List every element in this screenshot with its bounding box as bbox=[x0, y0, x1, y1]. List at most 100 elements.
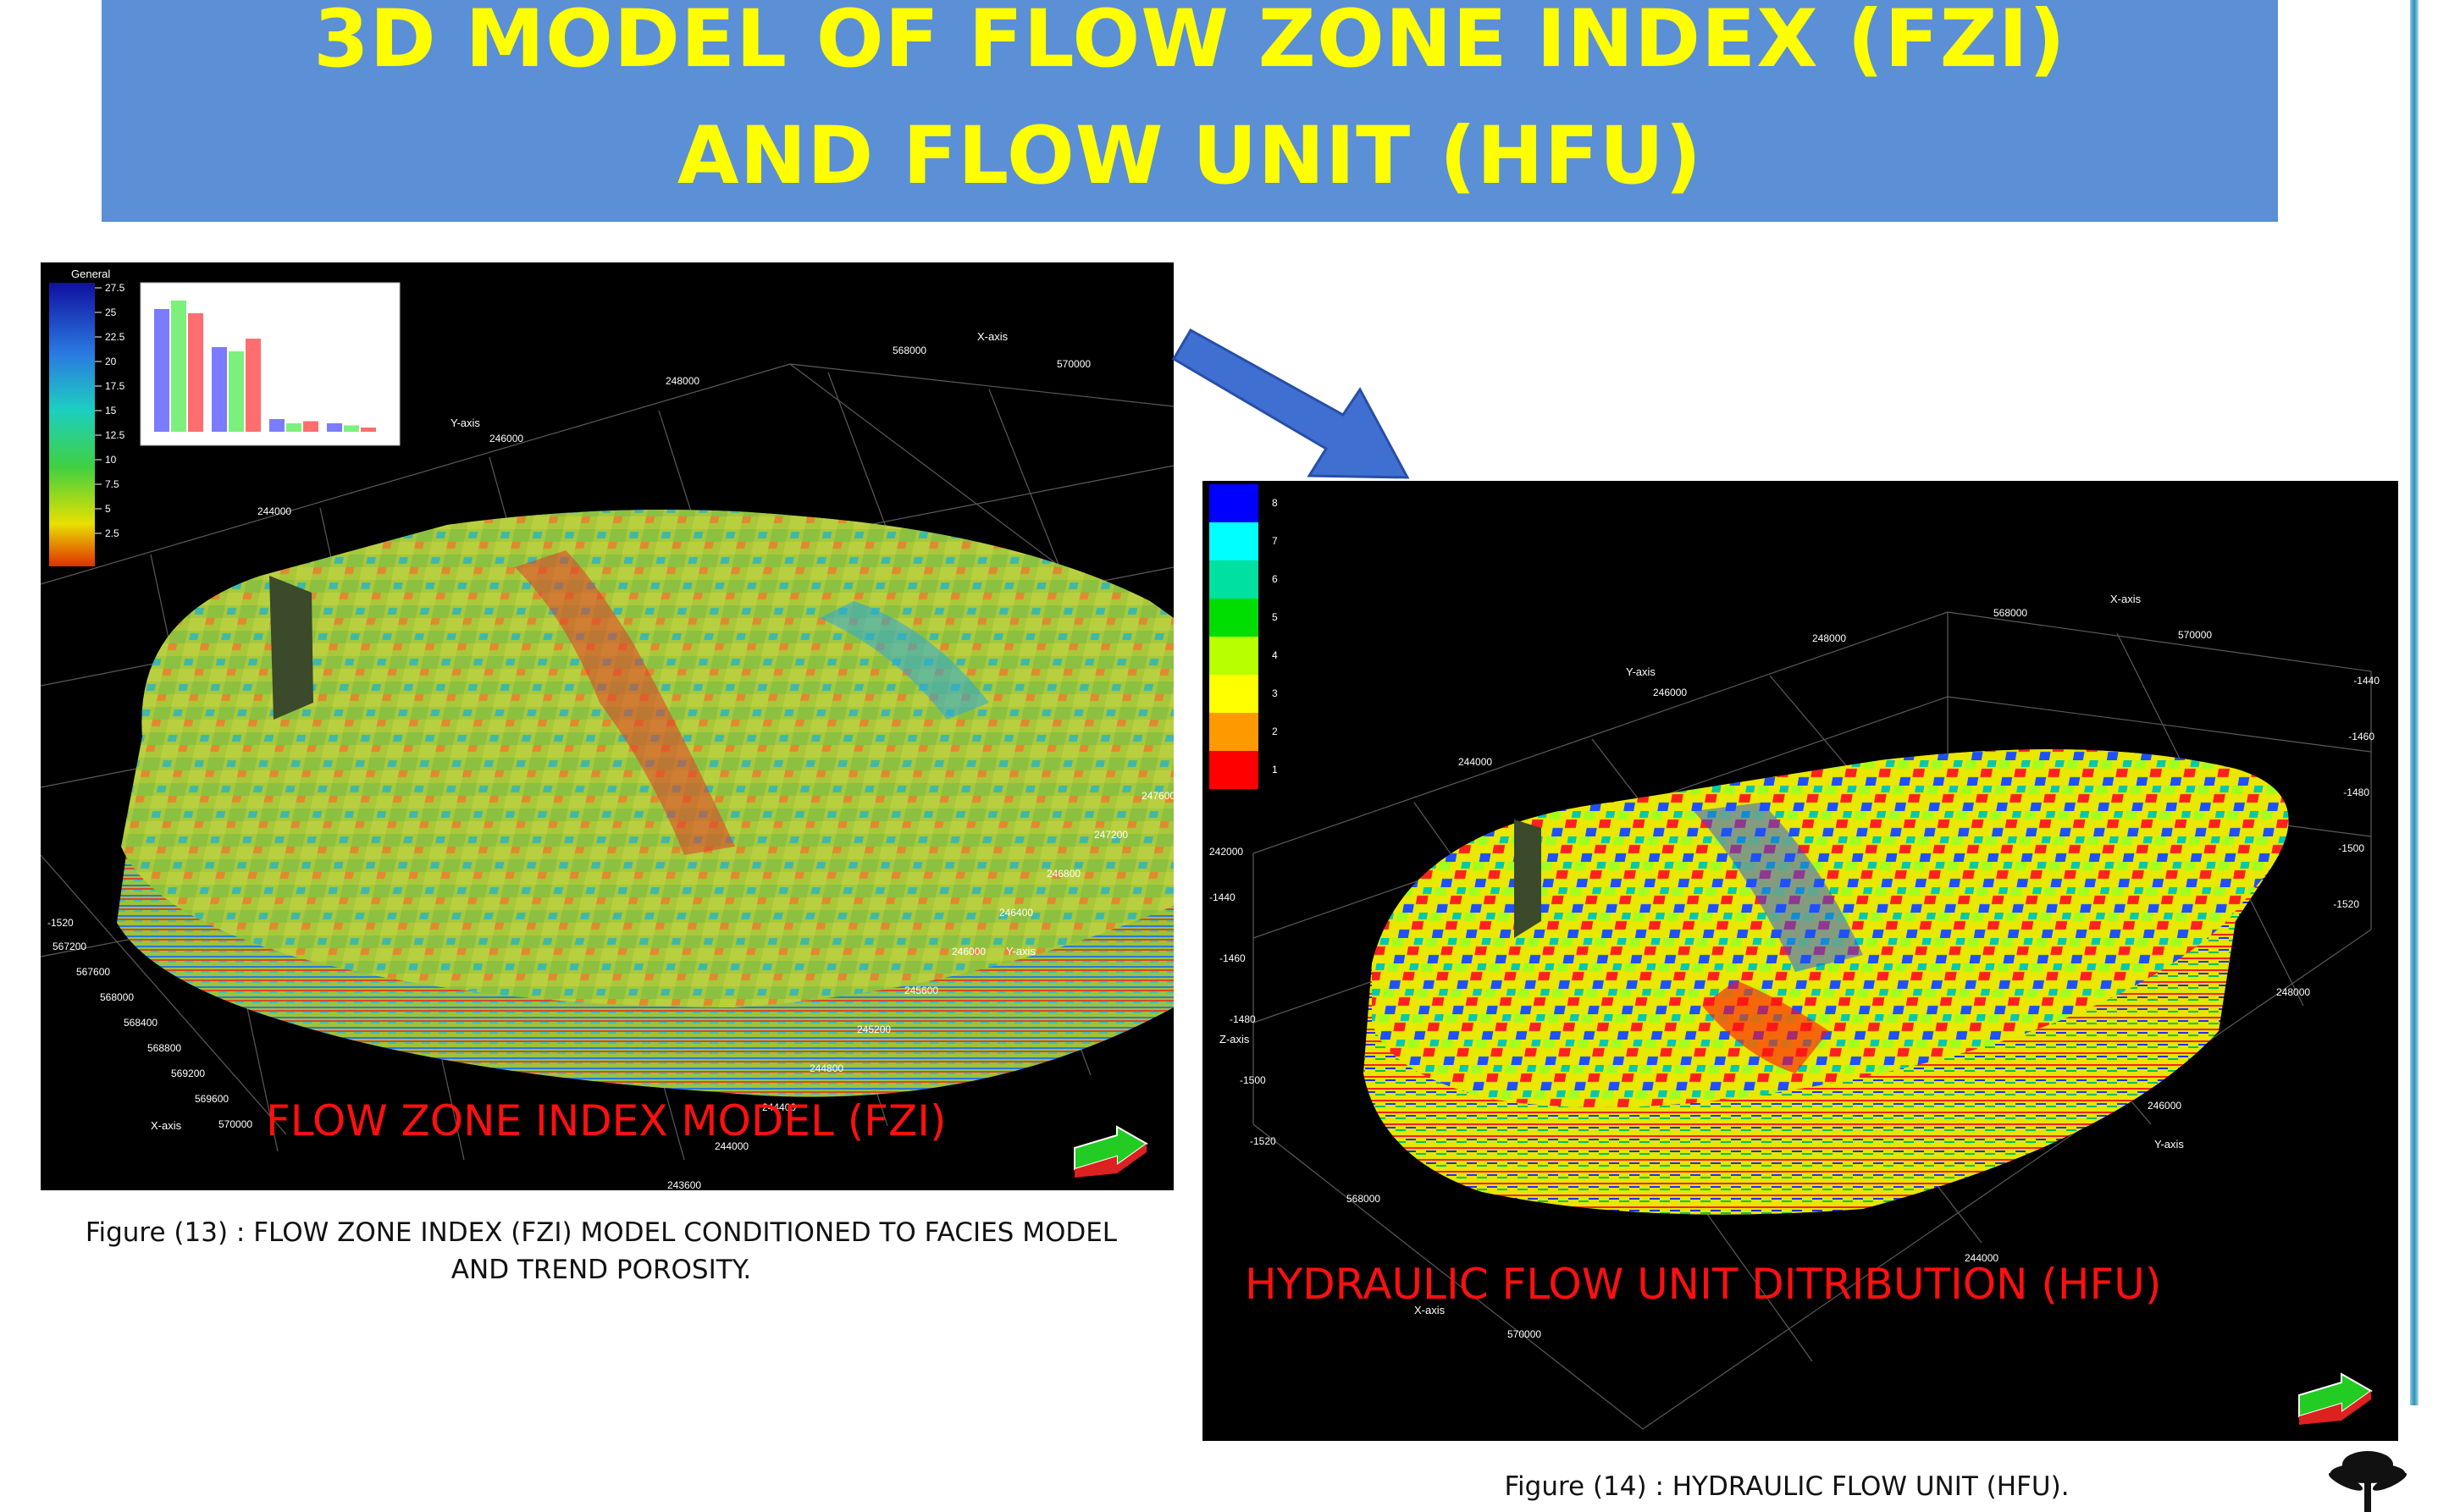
hfu-legend-tick-label: 8 bbox=[1272, 497, 1278, 509]
palm-tree-logo bbox=[2328, 1451, 2407, 1512]
hfu-top-x-tick: 568000 bbox=[1993, 607, 2027, 619]
fzi-y-axis-label: Y-axis bbox=[1006, 945, 1036, 957]
fzi-y-tick: 246800 bbox=[1047, 868, 1081, 880]
figure-13-caption-line-1: Figure (13) : FLOW ZONE INDEX (FZI) MODE… bbox=[85, 1217, 1118, 1248]
fzi-y-tick: 245600 bbox=[904, 985, 938, 996]
fzi-x-tick: 568000 bbox=[100, 991, 134, 1003]
fzi-legend-tick-label: 22.5 bbox=[105, 331, 125, 343]
hfu-left-y-tick: 242000 bbox=[1209, 846, 1243, 858]
hfu-legend-swatch bbox=[1209, 637, 1258, 675]
hfu-legend-swatch bbox=[1209, 675, 1258, 713]
fzi-y-tick: 244400 bbox=[762, 1101, 796, 1113]
hfu-z-tick-right: -1500 bbox=[2338, 842, 2364, 854]
hfu-overlay-label: HYDRAULIC FLOW UNIT DITRIBUTION (HFU) bbox=[1245, 1260, 2162, 1309]
figure-13-caption-line-2: AND TREND POROSITY. bbox=[451, 1255, 752, 1285]
fzi-legend-tick-label: 27.5 bbox=[105, 282, 125, 294]
fzi-x-tick: 567600 bbox=[76, 966, 110, 978]
fzi-legend-tick-label: 5 bbox=[105, 503, 111, 515]
north-arrow-icon bbox=[2298, 1372, 2373, 1425]
hfu-top-x-label: X-axis bbox=[2110, 593, 2142, 605]
hfu-x-tick: 568000 bbox=[1346, 1193, 1380, 1205]
fzi-histogram-bar bbox=[344, 425, 359, 432]
fzi-top-y-label: Y-axis bbox=[451, 417, 480, 429]
fzi-top-x-label: X-axis bbox=[977, 330, 1009, 343]
hfu-legend-tick-label: 5 bbox=[1272, 611, 1278, 623]
fzi-legend-tick-label: 7.5 bbox=[105, 478, 119, 490]
fzi-x-tick: 567200 bbox=[53, 941, 86, 952]
hfu-legend-swatch bbox=[1209, 560, 1258, 599]
hfu-legend-tick-label: 4 bbox=[1272, 649, 1278, 661]
fzi-histogram-bar bbox=[188, 313, 203, 432]
fzi-top-x-tick: 568000 bbox=[893, 345, 926, 356]
figure-13-caption: Figure (13) : FLOW ZONE INDEX (FZI) MODE… bbox=[34, 1214, 1169, 1289]
hfu-legend-tick-label: 2 bbox=[1272, 726, 1278, 737]
fzi-y-tick: 246400 bbox=[999, 907, 1033, 919]
fzi-histogram-bar bbox=[171, 301, 186, 432]
fzi-legend-tick-label: 20 bbox=[105, 356, 117, 367]
fzi-histogram-bar bbox=[269, 419, 285, 432]
fzi-legend-tick-label: 2.5 bbox=[105, 527, 119, 539]
fzi-histogram-bar bbox=[327, 423, 342, 432]
hfu-legend-swatch bbox=[1209, 599, 1258, 637]
fzi-y-tick: 246000 bbox=[952, 946, 986, 957]
pointer-arrow-icon bbox=[1171, 328, 1410, 479]
fzi-legend-tick-label: 15 bbox=[105, 405, 117, 417]
fzi-color-legend bbox=[49, 283, 95, 566]
hfu-z-tick-right: -1520 bbox=[2333, 898, 2359, 910]
fzi-top-y-tick: 248000 bbox=[666, 375, 699, 387]
fzi-y-tick: 244000 bbox=[715, 1140, 749, 1152]
fzi-z-tick: -1520 bbox=[47, 917, 74, 929]
fzi-legend-tick-label: 10 bbox=[105, 454, 117, 466]
fzi-legend-tick-label: 25 bbox=[105, 306, 117, 318]
fzi-x-axis-label: X-axis bbox=[151, 1119, 182, 1132]
fzi-y-tick: 245200 bbox=[857, 1024, 891, 1035]
fzi-legend-tick-label: 12.5 bbox=[105, 429, 125, 441]
fzi-y-tick: 247600 bbox=[1142, 790, 1174, 802]
fzi-y-tick: 247200 bbox=[1094, 829, 1128, 841]
hfu-top-y-tick: 248000 bbox=[1812, 632, 1846, 644]
hfu-z-tick-right: -1440 bbox=[2353, 675, 2380, 687]
hfu-model-view[interactable]: 8 7 6 5 4 3 2 1 242000 -1440 -1460 -1480 -1500 -1520… bbox=[1202, 481, 2398, 1441]
fzi-y-tick: 243600 bbox=[667, 1179, 701, 1190]
fzi-overlay-label: FLOW ZONE INDEX MODEL (FZI) bbox=[266, 1096, 947, 1145]
hfu-legend-swatch bbox=[1209, 522, 1258, 560]
hfu-3d-scene: 8 7 6 5 4 3 2 1 242000 -1440 -1460 -1480 -1500 -1520… bbox=[1209, 484, 2380, 1430]
hfu-z-tick-left: -1440 bbox=[1209, 891, 1236, 903]
fzi-model-view[interactable]: General 27.5 25 22.5 20 17.5 15 12.5 10 7.5 5 2.5 … bbox=[41, 262, 1174, 1190]
hfu-legend-swatch bbox=[1209, 484, 1258, 522]
hfu-z-tick-left: -1520 bbox=[1250, 1135, 1276, 1147]
right-decorative-rule bbox=[2410, 0, 2419, 1405]
hfu-legend-swatch bbox=[1209, 751, 1258, 789]
hfu-top-x-tick: 570000 bbox=[2178, 629, 2212, 641]
fzi-x-tick: 568800 bbox=[147, 1042, 181, 1054]
hfu-legend-tick-label: 1 bbox=[1272, 764, 1278, 775]
fzi-histogram-bar bbox=[303, 421, 318, 432]
north-arrow-icon bbox=[1074, 1125, 1148, 1178]
fzi-y-tick: 244800 bbox=[810, 1062, 843, 1074]
hfu-z-axis-label: Z-axis bbox=[1219, 1033, 1250, 1046]
fzi-histogram-bar bbox=[361, 428, 376, 432]
fzi-top-y-tick: 244000 bbox=[257, 505, 291, 517]
fzi-histogram-bar bbox=[286, 423, 301, 432]
fzi-3d-scene: General 27.52522.52017.51512.5107.552.5 … bbox=[41, 268, 1174, 1190]
hfu-legend-tick-label: 3 bbox=[1272, 687, 1278, 699]
hfu-z-tick-left: -1500 bbox=[1240, 1074, 1266, 1086]
fzi-legend-tick-label: 17.5 bbox=[105, 380, 125, 392]
fzi-x-tick: 569200 bbox=[171, 1068, 205, 1079]
hfu-y-axis-label: Y-axis bbox=[2154, 1138, 2184, 1151]
hfu-z-tick-left: -1460 bbox=[1219, 952, 1246, 964]
fzi-x-tick: 569600 bbox=[195, 1093, 229, 1105]
hfu-legend-swatch bbox=[1209, 713, 1258, 751]
hfu-y-tick: 246000 bbox=[2148, 1100, 2181, 1112]
hfu-legend-tick-label: 6 bbox=[1272, 573, 1278, 585]
fzi-top-y-tick: 246000 bbox=[489, 433, 523, 444]
fzi-histogram-bar bbox=[212, 347, 227, 432]
hfu-top-y-tick: 246000 bbox=[1653, 687, 1687, 698]
hfu-z-tick-right: -1480 bbox=[2343, 786, 2369, 798]
title-line-1: 3D MODEL OF FLOW ZONE INDEX (FZI) bbox=[313, 0, 2066, 86]
fzi-histogram-bar bbox=[154, 309, 169, 432]
fzi-top-x-tick: 570000 bbox=[1057, 358, 1091, 370]
fzi-legend-title: General bbox=[71, 268, 110, 280]
hfu-z-tick-left: -1480 bbox=[1230, 1013, 1256, 1025]
hfu-top-y-label: Y-axis bbox=[1626, 665, 1656, 678]
